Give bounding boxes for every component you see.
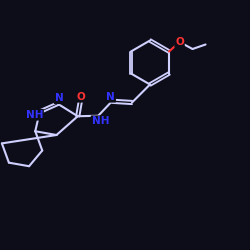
Text: NH: NH [26, 110, 43, 120]
Text: O: O [175, 37, 184, 47]
Text: O: O [76, 92, 85, 102]
Text: N: N [55, 93, 64, 103]
Text: N: N [106, 92, 115, 102]
Text: NH: NH [92, 116, 109, 126]
